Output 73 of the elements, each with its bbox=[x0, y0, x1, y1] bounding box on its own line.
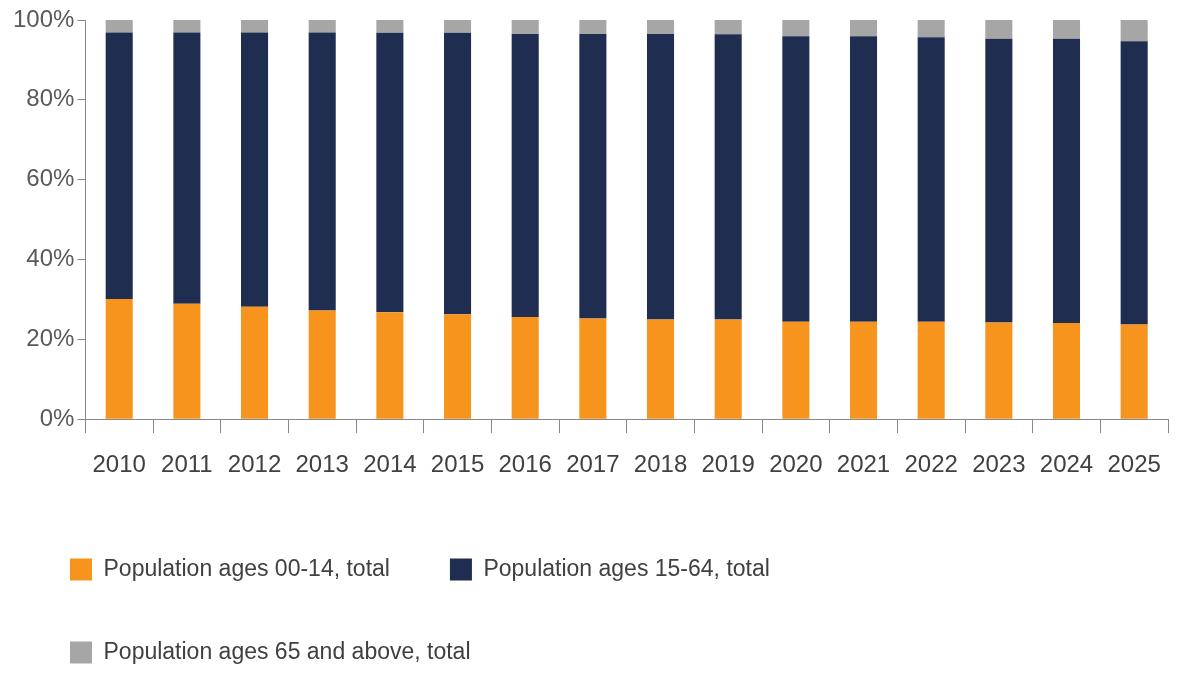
bar bbox=[1052, 20, 1081, 39]
bar bbox=[105, 20, 133, 33]
bar bbox=[241, 306, 269, 419]
bar bbox=[511, 317, 539, 419]
y-tick-label: 60% bbox=[26, 164, 75, 192]
bar bbox=[308, 310, 336, 419]
legend-label: Population ages 65 and above, total bbox=[103, 637, 471, 664]
bar bbox=[714, 20, 742, 35]
bar bbox=[782, 321, 810, 419]
bar bbox=[579, 20, 607, 34]
bar bbox=[646, 33, 675, 320]
bar bbox=[646, 20, 675, 34]
bar bbox=[849, 36, 878, 322]
bar bbox=[985, 322, 1013, 419]
x-tick-label: 2016 bbox=[498, 450, 552, 478]
bar bbox=[849, 321, 878, 419]
bar bbox=[646, 319, 675, 419]
y-tick-label: 0% bbox=[39, 403, 75, 431]
x-tick-label: 2024 bbox=[1039, 450, 1094, 478]
bar bbox=[917, 321, 945, 419]
x-tick-label: 2020 bbox=[769, 450, 823, 478]
bar bbox=[173, 20, 201, 33]
x-tick-label: 2022 bbox=[904, 450, 958, 478]
bar bbox=[241, 32, 269, 307]
bar bbox=[444, 32, 472, 315]
bar bbox=[376, 312, 404, 419]
bar bbox=[173, 303, 201, 419]
bar bbox=[714, 319, 742, 419]
bar bbox=[985, 20, 1013, 39]
bar bbox=[105, 299, 133, 419]
x-tick-label: 2021 bbox=[836, 450, 891, 478]
x-tick-label: 2019 bbox=[701, 450, 755, 478]
x-tick-label: 2014 bbox=[363, 450, 417, 478]
legend-label: Population ages 15-64, total bbox=[483, 554, 770, 581]
bar bbox=[511, 33, 539, 318]
bar bbox=[444, 20, 472, 33]
x-tick-label: 2011 bbox=[161, 450, 213, 478]
x-tick-label: 2017 bbox=[566, 450, 620, 478]
bar bbox=[1052, 322, 1081, 419]
bar bbox=[376, 32, 404, 313]
bar bbox=[1120, 41, 1148, 325]
y-tick-label: 80% bbox=[26, 84, 75, 112]
bar bbox=[985, 38, 1013, 323]
bar bbox=[849, 20, 878, 37]
x-tick-label: 2018 bbox=[633, 450, 688, 478]
y-tick-label: 20% bbox=[26, 323, 75, 351]
bar bbox=[511, 20, 539, 34]
bar bbox=[308, 32, 336, 311]
bar bbox=[105, 32, 133, 300]
bar bbox=[1120, 324, 1148, 419]
bar bbox=[444, 314, 472, 419]
x-tick-label: 2025 bbox=[1107, 450, 1161, 478]
bar bbox=[714, 34, 742, 320]
bar bbox=[241, 20, 269, 33]
bar bbox=[376, 20, 404, 33]
x-tick-label: 2012 bbox=[227, 450, 282, 478]
legend-label: Population ages 00-14, total bbox=[103, 554, 390, 581]
y-tick-label: 40% bbox=[26, 244, 75, 272]
bar bbox=[173, 32, 201, 304]
bar bbox=[917, 37, 945, 322]
bar bbox=[782, 36, 810, 322]
bar bbox=[579, 33, 607, 319]
bar bbox=[1052, 38, 1081, 323]
y-tick-label: 100% bbox=[12, 4, 75, 32]
bar bbox=[579, 318, 607, 419]
bar bbox=[1120, 20, 1148, 42]
bar bbox=[782, 20, 810, 37]
x-tick-label: 2023 bbox=[972, 450, 1026, 478]
x-tick-label: 2010 bbox=[92, 450, 146, 478]
x-tick-label: 2013 bbox=[295, 450, 349, 478]
bar bbox=[308, 20, 336, 33]
x-tick-label: 2015 bbox=[430, 450, 485, 478]
bar bbox=[917, 20, 945, 38]
